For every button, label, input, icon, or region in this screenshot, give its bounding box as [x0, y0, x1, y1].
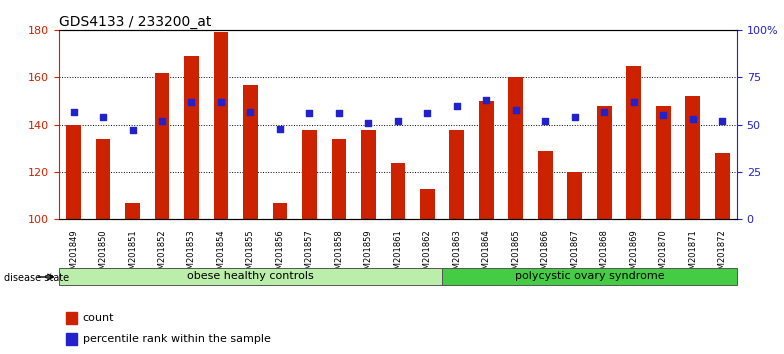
Bar: [656, 106, 670, 219]
Point: [215, 99, 227, 105]
Point: [480, 97, 492, 103]
Point: [156, 118, 169, 124]
Bar: [390, 162, 405, 219]
Bar: [509, 78, 523, 219]
Text: disease state: disease state: [4, 273, 69, 283]
Bar: [66, 125, 81, 219]
Text: polycystic ovary syndrome: polycystic ovary syndrome: [515, 272, 664, 281]
Point: [362, 120, 375, 126]
Bar: [154, 73, 169, 219]
Text: percentile rank within the sample: percentile rank within the sample: [82, 335, 270, 344]
Bar: [213, 33, 228, 219]
Bar: [479, 101, 494, 219]
Point: [303, 110, 316, 116]
Bar: [125, 203, 140, 219]
Point: [510, 107, 522, 113]
Bar: [449, 130, 464, 219]
Point: [96, 114, 109, 120]
Bar: [361, 130, 376, 219]
Bar: [66, 333, 77, 346]
Bar: [59, 268, 442, 285]
Point: [185, 99, 198, 105]
Point: [657, 113, 670, 118]
Bar: [715, 153, 730, 219]
Text: count: count: [82, 313, 114, 323]
Point: [67, 109, 80, 114]
Bar: [568, 172, 583, 219]
Bar: [626, 65, 641, 219]
Point: [627, 99, 640, 105]
Point: [568, 114, 581, 120]
Bar: [243, 85, 258, 219]
Bar: [96, 139, 111, 219]
Bar: [332, 139, 347, 219]
Point: [332, 110, 345, 116]
Bar: [302, 130, 317, 219]
Text: GDS4133 / 233200_at: GDS4133 / 233200_at: [59, 15, 211, 29]
Bar: [442, 268, 737, 285]
Point: [539, 118, 552, 124]
Bar: [597, 106, 612, 219]
Point: [244, 109, 256, 114]
Bar: [273, 203, 287, 219]
Bar: [66, 312, 77, 324]
Bar: [538, 151, 553, 219]
Point: [274, 126, 286, 131]
Text: obese healthy controls: obese healthy controls: [187, 272, 314, 281]
Point: [421, 110, 434, 116]
Point: [687, 116, 699, 122]
Point: [598, 109, 611, 114]
Point: [716, 118, 728, 124]
Bar: [685, 96, 700, 219]
Bar: [420, 189, 435, 219]
Bar: [184, 56, 199, 219]
Point: [126, 128, 139, 133]
Point: [451, 103, 463, 109]
Point: [391, 118, 405, 124]
